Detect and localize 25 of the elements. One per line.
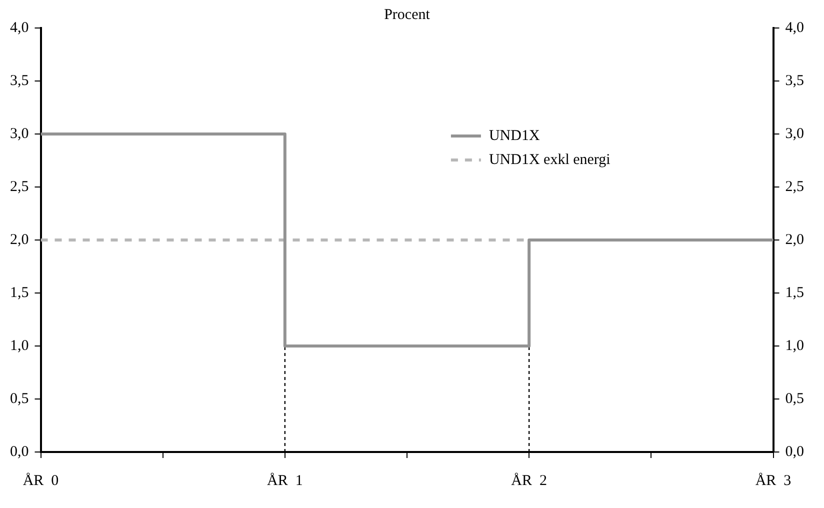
y-tick-label: 4,0 <box>10 20 29 36</box>
y2-tick-label: 1,0 <box>785 338 804 354</box>
y2-tick-label: 3,0 <box>785 126 804 142</box>
x-tick-label: ÅR 0 <box>22 472 59 489</box>
y2-tick-label: 3,5 <box>785 72 804 89</box>
x-tick-label: ÅR 2 <box>511 472 548 489</box>
y-tick-label: 0,5 <box>10 390 29 407</box>
y2-tick-label: 0,5 <box>785 390 804 407</box>
y2-tick-label: 2,0 <box>785 232 804 248</box>
legend-label: UND1X exkl energi <box>488 152 610 168</box>
x-tick-label: ÅR 1 <box>266 472 303 489</box>
y-tick-label: 3,5 <box>10 72 29 89</box>
y-tick-label: 3,0 <box>10 126 29 142</box>
x-tick-label: ÅR 3 <box>755 472 792 489</box>
y2-tick-label: 0,0 <box>785 444 804 460</box>
y2-tick-label: 1,5 <box>785 284 804 301</box>
y-tick-label: 1,5 <box>10 284 29 301</box>
y-tick-label: 2,0 <box>10 232 29 248</box>
y-tick-label: 0,0 <box>10 444 29 460</box>
y-tick-label: 1,0 <box>10 338 29 354</box>
y2-tick-label: 2,5 <box>785 178 804 195</box>
y2-tick-label: 4,0 <box>785 20 804 36</box>
y-tick-label: 2,5 <box>10 178 29 195</box>
legend-label: UND1X <box>488 128 540 144</box>
chart-title: Procent <box>384 6 431 23</box>
